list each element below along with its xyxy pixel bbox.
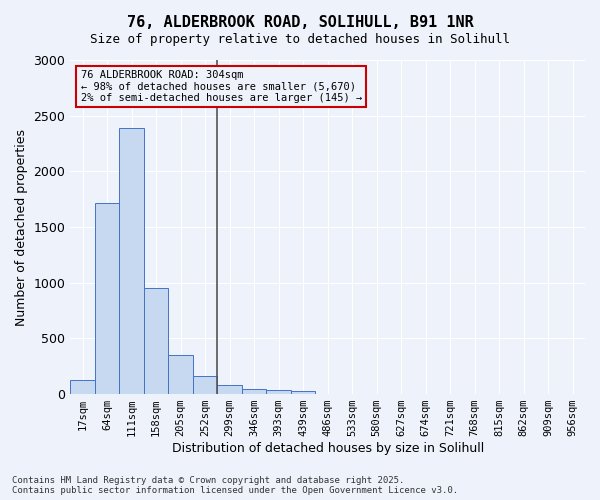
X-axis label: Distribution of detached houses by size in Solihull: Distribution of detached houses by size … [172,442,484,455]
Text: Contains HM Land Registry data © Crown copyright and database right 2025.
Contai: Contains HM Land Registry data © Crown c… [12,476,458,495]
Bar [193,376,217,394]
Bar [291,390,316,394]
Bar [242,388,266,394]
Bar [95,202,119,394]
Text: 76, ALDERBROOK ROAD, SOLIHULL, B91 1NR: 76, ALDERBROOK ROAD, SOLIHULL, B91 1NR [127,15,473,30]
Bar [169,355,193,394]
Text: Size of property relative to detached houses in Solihull: Size of property relative to detached ho… [90,32,510,46]
Text: 76 ALDERBROOK ROAD: 304sqm
← 98% of detached houses are smaller (5,670)
2% of se: 76 ALDERBROOK ROAD: 304sqm ← 98% of deta… [80,70,362,103]
Bar [70,380,95,394]
Y-axis label: Number of detached properties: Number of detached properties [15,128,28,326]
Bar [266,390,291,394]
Bar [217,385,242,394]
Bar [119,128,144,394]
Bar [144,288,169,394]
